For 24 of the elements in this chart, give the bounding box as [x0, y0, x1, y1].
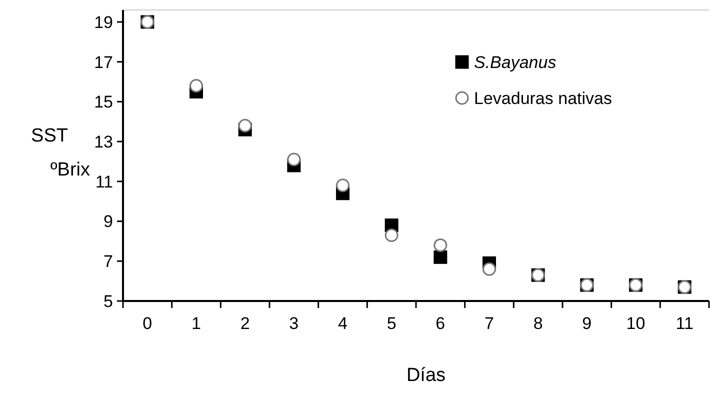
y-tick-label: 11: [95, 172, 113, 192]
y-tick-label: 5: [104, 292, 113, 311]
x-axis-title: Días: [406, 365, 446, 386]
x-tick-label: 10: [626, 314, 646, 333]
x-tick-label: 3: [289, 314, 299, 333]
x-tick-label: 6: [436, 314, 446, 333]
x-tick-label: 7: [484, 314, 494, 333]
x-tick-label: 8: [533, 314, 543, 333]
x-tick-label: 0: [142, 314, 152, 333]
x-tick-label: 2: [240, 314, 250, 333]
y-axis-title: SST ºBrix: [31, 126, 90, 181]
x-tick-label: 9: [582, 314, 592, 333]
y-tick-label: 17: [94, 52, 113, 72]
y-tick-label: 9: [104, 212, 113, 232]
y-tick-label: 13: [94, 132, 113, 152]
x-tick-label: 1: [192, 314, 201, 333]
y-tick-label: 7: [104, 252, 113, 272]
legend-label: Levaduras nativas: [474, 88, 612, 108]
y-tick-label: 15: [94, 92, 113, 112]
x-tick-label: 5: [386, 314, 396, 333]
y-tick-label: 19: [94, 12, 113, 32]
legend-label: S.Bayanus: [474, 52, 557, 72]
x-tick-label: 11: [676, 314, 694, 333]
x-tick-label: 4: [338, 314, 348, 333]
